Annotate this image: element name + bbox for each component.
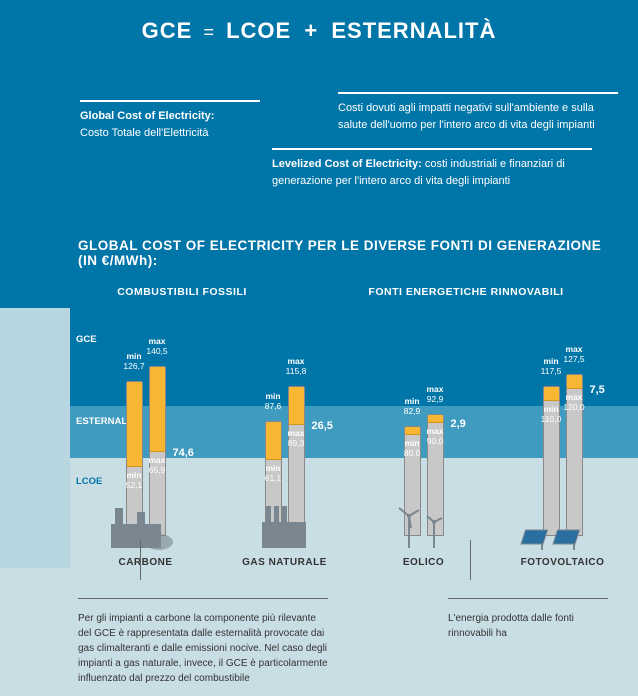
gce-max-label: max115,8 [274,357,318,377]
formula-lcoe: LCOE [226,18,291,43]
category-renewable: FONTI ENERGETICHE RINNOVABILI [324,286,638,298]
category-labels: COMBUSTIBILI FOSSILI FONTI ENERGETICHE R… [0,282,638,308]
def-gce-term: Global Cost of Electricity: [80,110,214,122]
source-name: CARBONE [81,557,211,568]
category-fossil: COMBUSTIBILI FOSSILI [0,286,324,298]
formula-title: GCE = LCOE + ESTERNALITÀ [0,18,638,44]
ext-value: 7,5 [590,384,605,396]
header: GCE = LCOE + ESTERNALITÀ [0,0,638,54]
chart-area: GCE ESTERNALITÀ LCOE min126,7 min52,1 ma… [0,308,638,568]
plant-icon [379,504,469,550]
def-ext-desc: Costi dovuti agli impatti negativi sull'… [338,102,595,131]
def-ext: Costi dovuti agli impatti negativi sull'… [338,92,618,133]
footer-area: Per gli impianti a carbone la componente… [0,568,638,696]
formula-gce: GCE [142,18,193,43]
bar-max-ext [428,415,443,423]
source-gas naturale: min87,6 min61,1 max115,8 max89,3 26,5 GA… [220,308,350,568]
ext-value: 2,9 [451,418,466,430]
footer-text-left: Per gli impianti a carbone la componente… [78,598,328,686]
equals-sign: = [203,22,215,42]
bar-max-ext [567,375,582,389]
source-name: GAS NATURALE [220,557,350,568]
def-lcoe-term: Levelized Cost of Electricity: [272,158,422,170]
source-name: EOLICO [359,557,489,568]
columns-container: min126,7 min52,1 max140,5 max65,9 74,6 C… [70,308,638,568]
definitions-area: Global Cost of Electricity: Costo Totale… [0,54,638,204]
plus-sign: + [304,18,318,43]
plant-icon [240,504,330,550]
bar-max-ext [289,387,304,425]
plant-icon [101,504,191,550]
connector-left [140,540,141,580]
bar-max-ext [150,367,165,452]
gce-max-label: max127,5 [552,345,596,365]
plant-icon [518,504,608,550]
chart-section: GLOBAL COST OF ELECTRICITY PER LE DIVERS… [0,204,638,696]
ext-value: 26,5 [312,420,333,432]
def-lcoe: Levelized Cost of Electricity: costi ind… [272,148,592,189]
source-fotovoltaico: min117,5 min110,0 max127,5 max120,0 7,5 … [498,308,628,568]
source-eolico: min82,9 min80,0 max92,9 max90,0 2,9 EOLI… [359,308,489,568]
formula-ext: ESTERNALITÀ [331,18,496,43]
source-carbone: min126,7 min52,1 max140,5 max65,9 74,6 C… [81,308,211,568]
gce-max-label: max92,9 [413,385,457,405]
def-gce-desc: Costo Totale dell'Elettricità [80,127,208,139]
footer-text-right: L'energia prodotta dalle fonti rinnovabi… [448,598,608,686]
source-name: FOTOVOLTAICO [498,557,628,568]
section-title: GLOBAL COST OF ELECTRICITY PER LE DIVERS… [0,204,638,282]
def-gce: Global Cost of Electricity: Costo Totale… [80,100,260,141]
connector-right [470,540,471,580]
ext-value: 74,6 [173,447,194,459]
gce-max-label: max140,5 [135,337,179,357]
bar-min-ext [127,382,142,467]
